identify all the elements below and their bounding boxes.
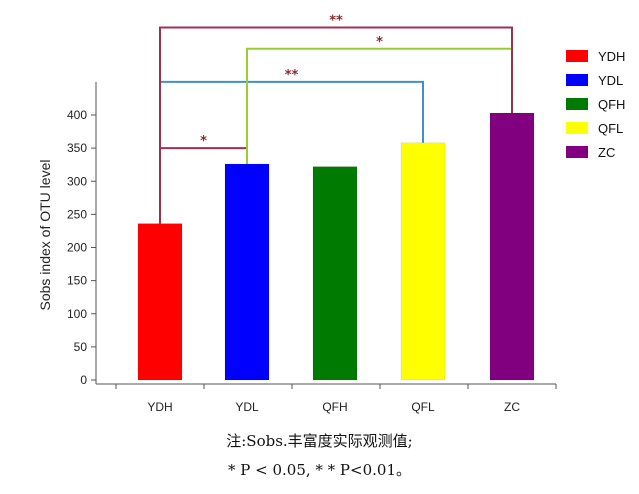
x-tick-label: QFL (411, 400, 435, 414)
significance-label: ** (329, 14, 343, 29)
significance-label: ** (285, 68, 299, 83)
y-tick-label: 200 (67, 241, 87, 255)
significance-brackets: ****** (159, 14, 513, 224)
note-line-1: 注:Sobs.丰富度实际观测值; (226, 432, 413, 450)
legend-swatch (566, 98, 588, 110)
legend-label: ZC (598, 145, 615, 160)
y-tick-label: 0 (80, 373, 87, 387)
note-line-2: * P < 0.05, * * P<0.01。 (228, 461, 411, 479)
significance-bracket (159, 80, 424, 224)
legend-label: YDH (598, 49, 625, 64)
axes: 0 50 100 150 200 250 300 350 400 YDH YDL QFH QFL ZC (67, 81, 557, 414)
x-tick-label: QFH (322, 400, 347, 414)
y-tick-label: 150 (67, 274, 87, 288)
legend-label: YDL (598, 73, 623, 88)
x-tick-label: ZC (504, 400, 520, 414)
y-tick-label: 250 (67, 207, 87, 221)
y-tick-label: 50 (74, 340, 88, 354)
legend-swatch (566, 74, 588, 86)
x-tick-label: YDH (147, 400, 172, 414)
significance-label: * (200, 134, 207, 149)
significance-bracket (246, 47, 513, 165)
legend: YDH YDL QFH QFL ZC (566, 49, 625, 160)
bar-zc (489, 112, 535, 381)
bar-qfl (400, 142, 446, 381)
legend-swatch (566, 122, 588, 134)
legend-label: QFL (598, 121, 623, 136)
significance-bracket (159, 26, 513, 224)
legend-label: QFH (598, 97, 625, 112)
x-tick-label: YDL (235, 400, 259, 414)
y-tick-label: 300 (67, 174, 87, 188)
legend-swatch (566, 146, 588, 158)
legend-swatch (566, 50, 588, 62)
y-tick-label: 100 (67, 307, 87, 321)
significance-label: * (376, 35, 383, 50)
bars (137, 112, 535, 381)
bar-qfh (312, 166, 358, 381)
y-tick-label: 400 (67, 108, 87, 122)
bar-ydh (137, 223, 183, 381)
y-tick-label: 350 (67, 141, 87, 155)
y-axis-title: Sobs index of OTU level (37, 160, 53, 311)
bar-ydl (224, 163, 270, 381)
